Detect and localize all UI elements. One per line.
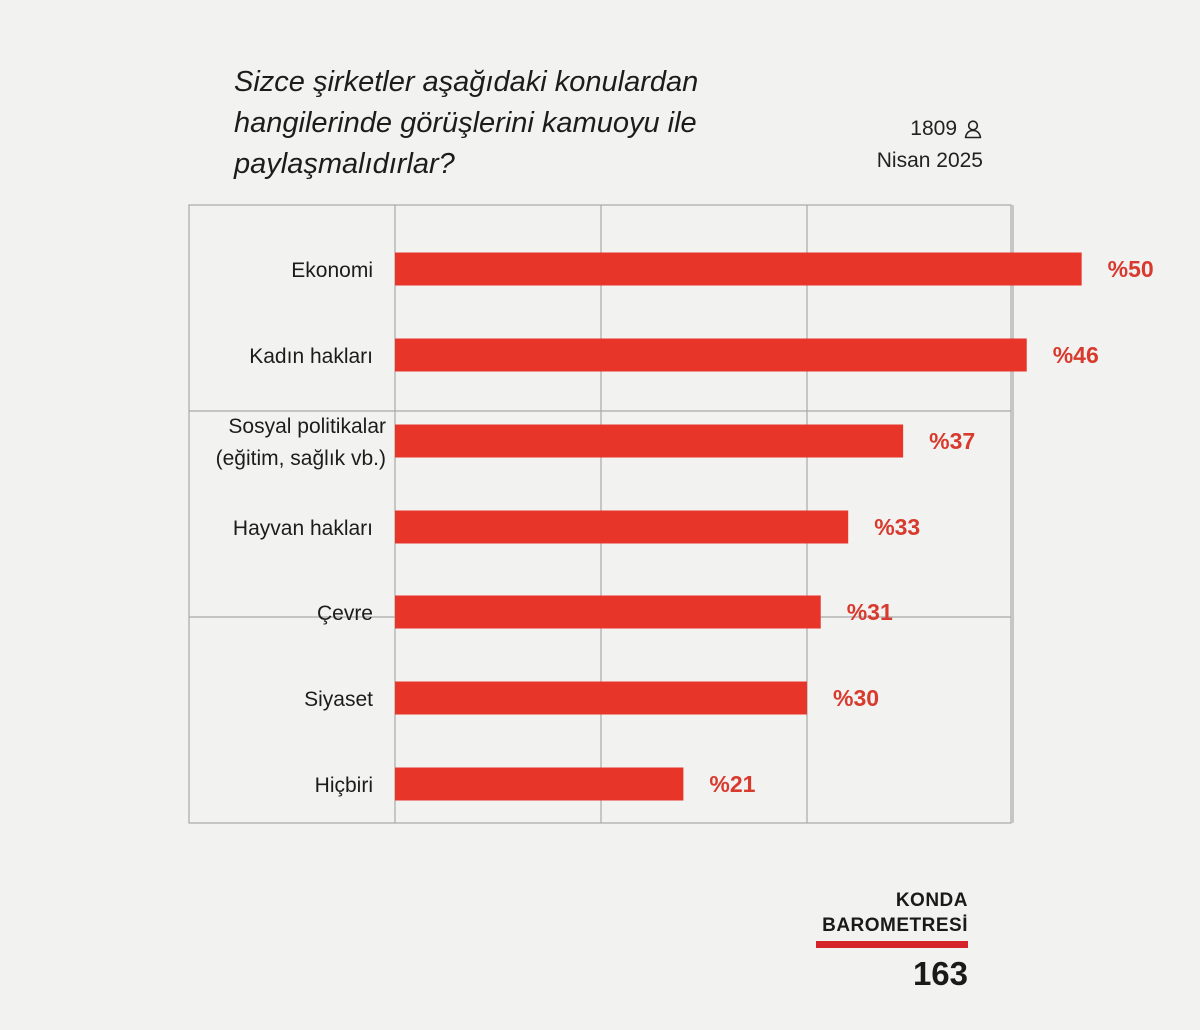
category-label-0: Ekonomi [291, 259, 373, 282]
title-line-1: Sizce şirketler aşağıdaki konulardan [234, 66, 699, 98]
category-labels: Ekonomi Kadın hakları Sosyal politikalar (e… [216, 259, 386, 797]
brand-accent-bar [816, 941, 968, 948]
chart-bars [395, 252, 1082, 801]
category-label-2-line-1: (eğitim, sağlık vb.) [216, 447, 386, 470]
value-label-6: %21 [709, 771, 755, 797]
bar-6 [395, 767, 684, 801]
sample-size-value: 1809 [910, 117, 957, 140]
issue-number: 163 [912, 955, 968, 992]
value-label-3: %33 [874, 514, 920, 540]
value-labels: %50 %46 %37 %33 %31 %30 %21 [709, 256, 1153, 797]
category-label-2-line-0: Sosyal politikalar [228, 415, 386, 438]
value-label-2: %37 [929, 428, 975, 454]
category-label-5: Siyaset [304, 688, 373, 711]
bar-4 [395, 595, 821, 629]
bar-0 [395, 252, 1082, 286]
survey-date: Nisan 2025 [876, 149, 983, 172]
category-label-3: Hayvan hakları [233, 517, 373, 540]
sample-size: 1809 [877, 113, 983, 145]
grid-frame [188, 204, 1012, 824]
value-label-1: %46 [1053, 342, 1099, 368]
bar-1 [395, 338, 1027, 372]
value-label-0: %50 [1108, 256, 1154, 282]
person-icon [964, 120, 982, 139]
chart-title: Sizce şirketler aşağıdaki konulardan han… [234, 62, 794, 185]
bar-5 [395, 681, 807, 715]
title-line-3: paylaşmalıdırlar? [234, 148, 455, 180]
category-label-6: Hiçbiri [315, 774, 373, 797]
category-label-4: Çevre [317, 602, 373, 625]
brand-block: KONDA BAROMETRESİ 163 [812, 888, 968, 992]
brand-name-line-2: BAROMETRESİ [822, 915, 968, 936]
title-line-2: hangilerinde görüşlerini kamuoyu ile [234, 107, 697, 139]
bar-2 [395, 424, 904, 458]
value-label-5: %30 [833, 685, 879, 711]
category-label-1: Kadın hakları [249, 345, 373, 368]
value-label-4: %31 [847, 599, 893, 625]
bar-3 [395, 510, 849, 544]
brand-name-line-1: KONDA [895, 890, 968, 911]
survey-meta: 1809 Nisan 2025 [877, 113, 983, 177]
